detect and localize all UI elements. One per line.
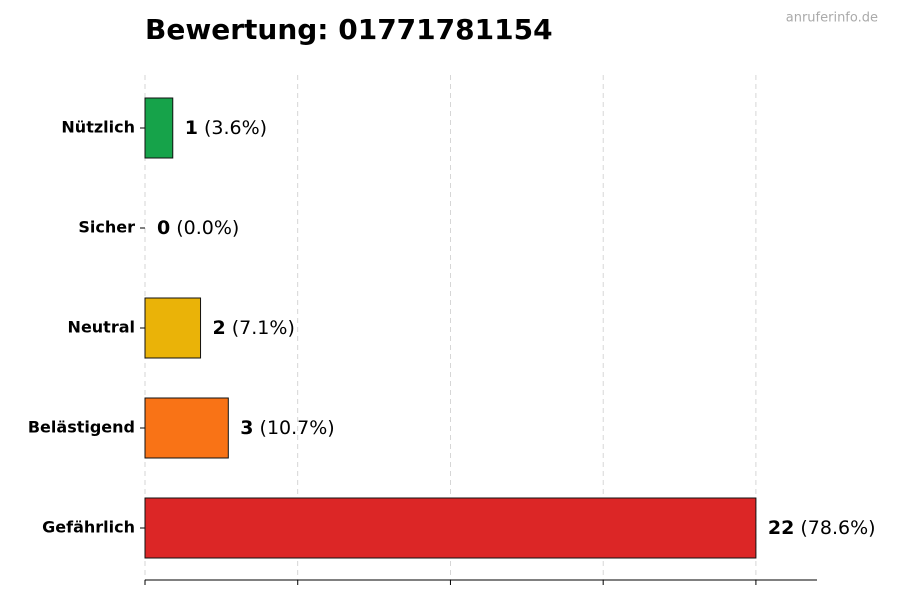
bar <box>144 297 202 359</box>
y-tick-label: Nützlich <box>61 118 135 137</box>
value-label: 1 (3.6%) <box>185 117 267 139</box>
y-tick-label: Neutral <box>68 318 135 337</box>
value-label: 3 (10.7%) <box>240 417 334 439</box>
y-tick-label: Belästigend <box>28 418 135 437</box>
value-count: 2 <box>213 317 226 339</box>
value-percent: (10.7%) <box>260 417 335 439</box>
bar <box>144 497 757 559</box>
value-count: 0 <box>157 217 170 239</box>
bar <box>144 97 174 159</box>
value-count: 1 <box>185 117 198 139</box>
watermark: anruferinfo.de <box>786 11 878 26</box>
value-count: 3 <box>240 417 253 439</box>
chart-title: Bewertung: 01771781154 <box>145 13 553 46</box>
value-count: 22 <box>768 517 794 539</box>
value-percent: (3.6%) <box>204 117 267 139</box>
value-percent: (7.1%) <box>232 317 295 339</box>
y-tick-label: Gefährlich <box>42 518 135 537</box>
bar <box>144 397 229 459</box>
value-percent: (0.0%) <box>176 217 239 239</box>
value-label: 0 (0.0%) <box>157 217 239 239</box>
value-label: 2 (7.1%) <box>213 317 295 339</box>
value-percent: (78.6%) <box>800 517 875 539</box>
y-tick-label: Sicher <box>78 218 135 237</box>
value-label: 22 (78.6%) <box>768 517 876 539</box>
